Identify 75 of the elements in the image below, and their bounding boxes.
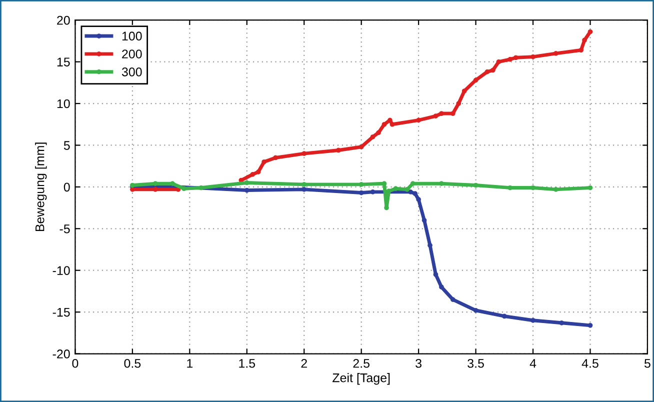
y-axis-title: Bewegung [mm] <box>35 142 47 232</box>
point <box>508 56 513 62</box>
point <box>530 54 536 60</box>
y-tick-label: -5 <box>60 224 70 234</box>
legend-label: 100 <box>122 32 142 41</box>
point <box>376 130 381 136</box>
point <box>273 155 278 160</box>
point <box>410 181 416 186</box>
y-tick-label: 5 <box>64 141 70 150</box>
point <box>530 185 536 190</box>
point <box>370 134 376 140</box>
y-tick-label: 20 <box>57 16 70 25</box>
x-tick-label: 0.5 <box>124 358 141 368</box>
point <box>244 180 250 186</box>
point <box>490 68 496 73</box>
point <box>336 148 341 153</box>
point <box>588 322 593 328</box>
point <box>182 186 186 192</box>
y-tick-label: 10 <box>57 99 70 108</box>
y-tick-label: 0 <box>64 182 70 192</box>
y-tick-label: -15 <box>52 308 70 317</box>
y-tick-label: -10 <box>52 266 70 275</box>
point <box>496 59 502 64</box>
point <box>473 308 478 313</box>
x-axis-title: Zeit [Tage] <box>332 373 390 385</box>
point <box>428 242 432 248</box>
x-tick-label: 1 <box>187 359 193 368</box>
point <box>130 187 135 192</box>
point <box>422 218 427 223</box>
x-tick-label: 2 <box>301 358 307 368</box>
point <box>256 169 261 174</box>
point <box>439 284 444 290</box>
y-tick-label: -20 <box>52 350 70 358</box>
point <box>390 122 395 127</box>
point <box>250 172 256 177</box>
point <box>404 187 410 192</box>
point <box>370 190 376 194</box>
point <box>473 182 478 188</box>
point <box>484 69 490 74</box>
x-tick-label: 3.5 <box>468 358 484 368</box>
point <box>382 122 387 127</box>
point <box>462 88 467 94</box>
x-tick-label: 5 <box>644 359 650 368</box>
point <box>450 297 456 302</box>
x-tick-label: 1.5 <box>239 359 256 368</box>
point <box>386 188 392 194</box>
point <box>582 38 587 43</box>
point <box>408 190 413 194</box>
y-tick-label: 15 <box>57 58 70 66</box>
point <box>513 55 518 60</box>
x-tick-label: 4 <box>530 359 536 368</box>
point <box>439 111 444 116</box>
point <box>170 181 175 186</box>
point <box>588 29 593 34</box>
point <box>578 48 584 53</box>
point <box>416 118 421 123</box>
legend-label: 200 <box>122 50 142 58</box>
point <box>502 314 507 319</box>
point <box>358 144 364 150</box>
point <box>262 159 266 164</box>
x-tick-label: 4.5 <box>582 359 598 368</box>
x-tick-label: 3 <box>416 358 422 368</box>
point <box>416 197 421 202</box>
x-tick-label: 2.5 <box>353 358 370 368</box>
point <box>473 78 478 83</box>
point <box>412 191 418 196</box>
point <box>456 101 462 106</box>
legend-label: 300 <box>122 67 142 76</box>
x-tick-label: 0 <box>72 358 78 368</box>
point <box>588 185 593 190</box>
point <box>439 181 444 186</box>
point <box>433 272 438 277</box>
point <box>530 318 536 323</box>
point <box>358 190 364 196</box>
point <box>433 114 438 118</box>
